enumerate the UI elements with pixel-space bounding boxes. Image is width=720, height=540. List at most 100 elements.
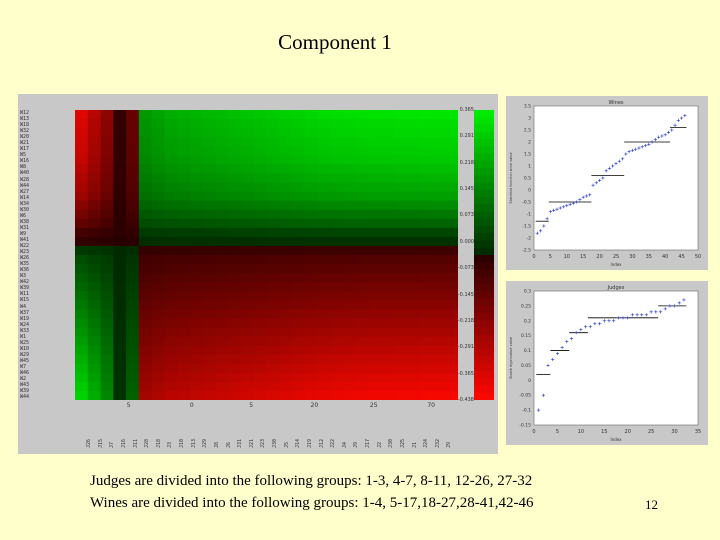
heatmap-cell	[228, 354, 242, 365]
colorbar-segment	[474, 124, 494, 133]
heatmap-cell	[432, 173, 446, 183]
heatmap-cell	[317, 327, 331, 338]
heatmap-cell	[113, 182, 127, 193]
heatmap-cell	[304, 173, 319, 183]
heatmap-cell	[292, 390, 306, 400]
heatmap-cell	[368, 327, 382, 338]
plot-x-tick-label: 40	[662, 254, 668, 260]
heatmap-cell	[419, 354, 433, 365]
heatmap-row-label: W44	[20, 394, 30, 400]
heatmap-cell	[445, 354, 458, 365]
data-point	[535, 231, 539, 235]
heatmap-cell	[330, 264, 344, 274]
heatmap-cell	[253, 282, 267, 292]
heatmap-cell	[228, 164, 242, 174]
data-point	[581, 195, 585, 199]
heatmap-cell	[445, 255, 458, 265]
heatmap-cell	[100, 155, 114, 165]
heatmap-cell	[215, 236, 229, 247]
heatmap-cell	[138, 291, 153, 301]
heatmap-cell	[394, 354, 408, 365]
plot-x-tick-label: 20	[625, 429, 631, 435]
heatmap-cell	[304, 200, 319, 211]
heatmap-cell	[202, 137, 216, 147]
heatmap-cell	[151, 336, 165, 347]
heatmap-cell	[292, 128, 306, 138]
heatmap-cell	[445, 155, 458, 165]
heatmap-cell	[343, 354, 357, 365]
colorbar-tick-label: -0.073	[457, 265, 474, 272]
heatmap-cell	[330, 336, 344, 347]
heatmap-cell	[228, 200, 242, 211]
heatmap-cell	[406, 173, 421, 183]
data-point	[604, 169, 608, 173]
heatmap-cell	[113, 227, 127, 238]
heatmap-cell	[240, 218, 255, 229]
heatmap-cell	[164, 137, 178, 147]
heatmap-cell	[177, 173, 191, 183]
heatmap-cell	[445, 318, 458, 328]
heatmap-cell	[445, 209, 458, 220]
heatmap-cell	[279, 182, 293, 193]
heatmap-cell	[113, 245, 127, 256]
heatmap-row-label: W33	[20, 327, 30, 334]
colorbar-tick-label: 0.145	[459, 186, 474, 193]
heatmap-cell	[266, 137, 280, 147]
heatmap-cell	[355, 264, 370, 274]
heatmap-cell	[304, 336, 319, 347]
data-point	[593, 322, 597, 326]
heatmap-cell	[151, 363, 165, 374]
heatmap-cell	[138, 110, 153, 120]
heatmap-cell	[240, 255, 255, 265]
heatmap-cell	[215, 345, 229, 356]
heatmap-cell	[406, 146, 421, 156]
data-point	[660, 134, 664, 138]
heatmap-cell	[279, 236, 293, 247]
heatmap-cell	[113, 110, 127, 120]
heatmap-cell	[87, 110, 102, 120]
heatmap-cell	[138, 128, 153, 138]
heatmap-cell	[87, 146, 102, 156]
colorbar-segment	[474, 247, 494, 256]
heatmap-cell	[266, 255, 280, 265]
plot-y-tick-label: 3.5	[524, 104, 531, 110]
heatmap-cell	[240, 137, 255, 147]
heatmap-cell	[381, 372, 395, 383]
heatmap-cell	[75, 182, 89, 193]
heatmap-cell	[266, 309, 280, 319]
heatmap-cell	[100, 173, 114, 183]
plot-x-tick-label: 5	[556, 429, 559, 435]
heatmap-cell	[202, 209, 216, 220]
heatmap-cell	[100, 354, 114, 365]
heatmap-x-tick-label: 5	[126, 402, 131, 409]
heatmap-cell	[330, 363, 344, 374]
heatmap-cell	[151, 245, 165, 256]
heatmap-row-label: W7	[20, 363, 27, 370]
heatmap-cell	[343, 209, 357, 220]
heatmap-cell	[317, 209, 331, 220]
colorbar-segment	[474, 175, 494, 183]
heatmap-cell	[279, 155, 293, 165]
heatmap-cell	[189, 128, 204, 138]
heatmap-cell	[279, 282, 293, 292]
heatmap-cell	[75, 209, 89, 220]
data-point	[626, 316, 630, 320]
heatmap-cell	[368, 110, 382, 120]
heatmap-cell	[113, 273, 127, 283]
heatmap-cell	[304, 291, 319, 301]
heatmap-row-label: W10	[20, 345, 30, 352]
heatmap-cell	[292, 164, 306, 174]
data-point	[561, 205, 566, 209]
heatmap-cell	[355, 227, 370, 238]
heatmap-cell	[394, 282, 408, 292]
heatmap-cell	[138, 327, 153, 338]
heatmap-column-label: J6	[225, 441, 232, 448]
heatmap-cell	[330, 291, 344, 301]
heatmap-cell	[87, 164, 102, 174]
heatmap-cell	[292, 245, 306, 256]
plot-x-tick-label: 10	[578, 429, 584, 435]
heatmap-cell	[406, 209, 421, 220]
heatmap-cell	[87, 255, 102, 265]
heatmap-cell	[355, 245, 370, 256]
heatmap-cell	[279, 191, 293, 202]
